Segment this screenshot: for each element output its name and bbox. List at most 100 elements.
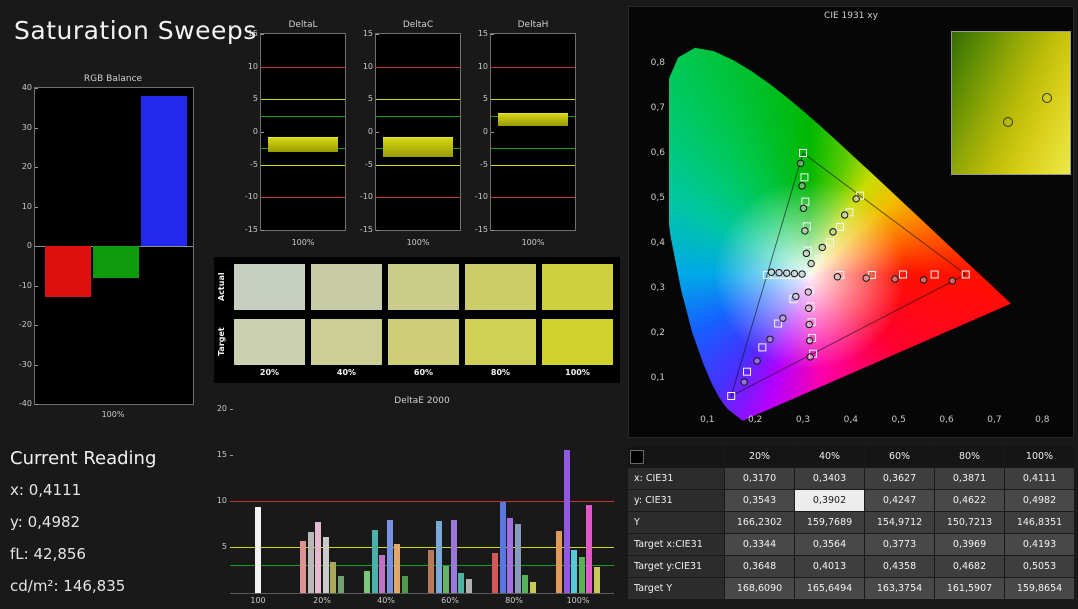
tick-mark bbox=[376, 132, 379, 133]
table-corner-cell bbox=[628, 446, 724, 467]
green-channel-bar bbox=[93, 246, 139, 278]
deltae-bar bbox=[556, 531, 563, 593]
deltae-bar bbox=[499, 501, 506, 593]
deltae-bar bbox=[307, 532, 314, 593]
deltae-bar bbox=[514, 524, 521, 593]
red-target-marker bbox=[899, 270, 908, 279]
column-header: 60% bbox=[865, 446, 934, 467]
table-cell[interactable]: 0,3344 bbox=[725, 534, 794, 555]
cie-x-tick-label: 0,1 bbox=[700, 415, 715, 425]
chart-plot: 15 10 5 0 -5 -10 -15 bbox=[360, 30, 461, 234]
tick-mark bbox=[261, 230, 264, 231]
y-tick-label: 0 bbox=[26, 241, 32, 250]
table-cell[interactable]: 0,5053 bbox=[1005, 556, 1074, 577]
current-reading-title: Current Reading bbox=[10, 448, 157, 469]
delta-chart-deltah: DeltaH 15 10 5 0 -5 -10 -15 100% bbox=[462, 20, 578, 260]
table-cell[interactable]: 168,6090 bbox=[725, 578, 794, 599]
deltae-bar bbox=[571, 549, 578, 593]
reading-x: x: 0,4111 bbox=[10, 481, 82, 499]
cie-y-tick-label: 0,2 bbox=[650, 328, 665, 338]
deltae-bar bbox=[428, 549, 435, 593]
chart-plot: 15 10 5 0 -5 -10 -15 bbox=[245, 30, 346, 234]
table-cell[interactable]: 0,4111 bbox=[1005, 468, 1074, 489]
tick-mark bbox=[230, 455, 233, 456]
table-cell[interactable]: 0,3627 bbox=[865, 468, 934, 489]
table-cell[interactable]: 159,8654 bbox=[1005, 578, 1074, 599]
magenta-measurement-marker bbox=[806, 336, 814, 345]
y-tick-label: 20 bbox=[21, 162, 32, 171]
table-cell[interactable]: 0,3902 bbox=[795, 490, 864, 511]
y-tick-label: 5 bbox=[482, 94, 488, 104]
deltae-bar bbox=[394, 544, 401, 593]
table-cell[interactable]: 0,3564 bbox=[795, 534, 864, 555]
delta-chart-deltal: DeltaL 15 10 5 0 -5 -10 -15 100% bbox=[232, 20, 348, 260]
table-cell[interactable]: 0,3170 bbox=[725, 468, 794, 489]
y-tick-label: 10 bbox=[21, 201, 32, 211]
row-label: y: CIE31 bbox=[628, 490, 724, 511]
table-cell[interactable]: 0,4682 bbox=[935, 556, 1004, 577]
cie-y-tick-label: 0,5 bbox=[650, 193, 665, 203]
table-cell[interactable]: 0,3403 bbox=[795, 468, 864, 489]
table-cell[interactable]: 146,8351 bbox=[1005, 512, 1074, 533]
y-tick-label: 5 bbox=[252, 94, 258, 104]
table-cell[interactable]: 161,5907 bbox=[935, 578, 1004, 599]
table-cell[interactable]: 0,3648 bbox=[725, 556, 794, 577]
table-cell[interactable]: 0,3543 bbox=[725, 490, 794, 511]
tick-mark bbox=[491, 132, 494, 133]
green-target-marker bbox=[800, 173, 809, 182]
deltae-bar bbox=[458, 572, 465, 593]
cie-x-tick-label: 0,3 bbox=[795, 415, 811, 425]
y-tick-label: 15 bbox=[247, 29, 258, 38]
deltae-bar bbox=[563, 450, 570, 593]
tick-mark bbox=[35, 167, 38, 168]
saturation-label: 60% bbox=[413, 368, 434, 377]
row-label: Target Y bbox=[628, 578, 724, 599]
table-cell[interactable]: 0,3871 bbox=[935, 468, 1004, 489]
yellow-target-marker bbox=[835, 222, 844, 231]
table-cell[interactable]: 0,3969 bbox=[935, 534, 1004, 555]
x-axis-label: 100% bbox=[521, 238, 545, 247]
cyan-measurement-marker bbox=[783, 269, 791, 277]
deltae-bar bbox=[492, 552, 499, 593]
table-cell[interactable]: 0,4358 bbox=[865, 556, 934, 577]
row-label: Y bbox=[628, 512, 724, 533]
table-cell[interactable]: 165,6494 bbox=[795, 578, 864, 599]
green-target-marker bbox=[799, 149, 807, 157]
table-cell[interactable]: 166,2302 bbox=[725, 512, 794, 533]
limit-line-green bbox=[230, 565, 614, 567]
delta-value-bar bbox=[498, 113, 568, 126]
green-measurement-marker bbox=[801, 227, 809, 235]
cyan-measurement-marker bbox=[798, 270, 806, 278]
table-cell[interactable]: 159,7689 bbox=[795, 512, 864, 533]
yellow-measurement-marker bbox=[807, 259, 815, 268]
table-cell[interactable]: 150,7213 bbox=[935, 512, 1004, 533]
table-cell[interactable]: 0,3773 bbox=[865, 534, 934, 555]
green-target-marker bbox=[801, 197, 810, 206]
table-cell[interactable]: 0,4622 bbox=[935, 490, 1004, 511]
delta-value-bar bbox=[268, 137, 338, 152]
table-cell[interactable]: 154,9712 bbox=[865, 512, 934, 533]
table-cell[interactable]: 163,3754 bbox=[865, 578, 934, 599]
y-tick-label: -30 bbox=[18, 359, 32, 369]
table-cell[interactable]: 0,4982 bbox=[1005, 490, 1074, 511]
x-axis-label: 100% bbox=[566, 596, 590, 605]
target-swatch bbox=[465, 319, 536, 365]
table-cell[interactable]: 0,4013 bbox=[795, 556, 864, 577]
cie-x-tick-label: 0,2 bbox=[747, 415, 763, 425]
inset-measurement-circle bbox=[1003, 117, 1014, 128]
green-measurement-marker bbox=[798, 182, 806, 190]
column-header: 80% bbox=[935, 446, 1004, 467]
y-tick-label: -5 bbox=[365, 159, 373, 169]
x-axis-label: 80% bbox=[505, 596, 523, 605]
deltae-bar bbox=[337, 576, 344, 593]
table-cell[interactable]: 0,4247 bbox=[865, 490, 934, 511]
deltae-bar bbox=[586, 504, 593, 593]
saturation-label: 20% bbox=[259, 368, 280, 377]
y-tick-label: 0 bbox=[252, 127, 258, 136]
deltae-bar bbox=[322, 536, 329, 593]
red-target-marker bbox=[867, 270, 876, 279]
tick-mark bbox=[376, 230, 379, 231]
deltae-bar bbox=[371, 530, 378, 593]
table-cell[interactable]: 0,4193 bbox=[1005, 534, 1074, 555]
y-tick-label: -10 bbox=[18, 280, 32, 290]
